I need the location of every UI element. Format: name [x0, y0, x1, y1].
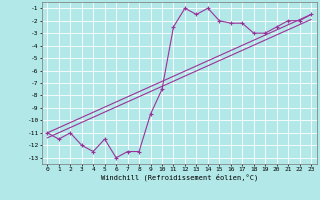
X-axis label: Windchill (Refroidissement éolien,°C): Windchill (Refroidissement éolien,°C) — [100, 173, 258, 181]
